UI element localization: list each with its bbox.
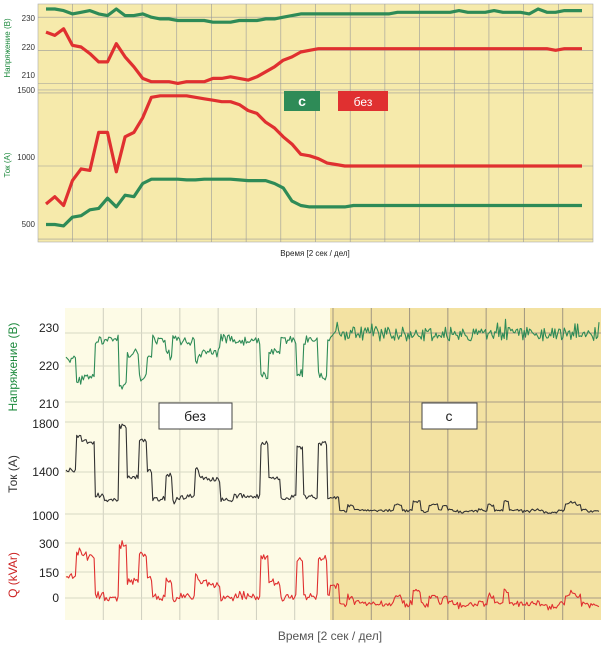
top-ytick-230: 230 xyxy=(22,14,36,23)
bottom-q-ylabel: Q (kVAr) xyxy=(6,552,20,598)
region-label-box-bez xyxy=(158,402,233,430)
top-grid xyxy=(38,4,593,242)
region-label-box-s xyxy=(421,402,478,430)
bottom-panel-right xyxy=(330,308,601,620)
top-series-voltage-s xyxy=(46,7,582,24)
bottom-ytick-220: 220 xyxy=(39,359,59,373)
top-ytick-1500: 1500 xyxy=(17,86,35,95)
bottom-ytick-300: 300 xyxy=(39,537,59,551)
top-ytick-210: 210 xyxy=(22,71,36,80)
bottom-panel-left xyxy=(65,308,330,620)
bottom-current-ylabel: Ток (А) xyxy=(6,455,20,493)
region-label-s: с xyxy=(446,408,453,424)
bottom-voltage-ylabel: Напряжение (В) xyxy=(6,323,20,412)
bottom-xlabel: Время [2 сек / дел] xyxy=(278,629,382,643)
legend-swatch-bez xyxy=(338,91,388,111)
bottom-ytick-150: 150 xyxy=(39,566,59,580)
top-voltage-ylabel: Напряжение (В) xyxy=(3,18,12,78)
top-ytick-1000: 1000 xyxy=(17,153,35,162)
bottom-series-voltage xyxy=(65,318,600,390)
bottom-grid xyxy=(65,308,601,620)
bottom-ytick-1000: 1000 xyxy=(32,509,59,523)
top-series-current-s xyxy=(46,177,582,228)
bottom-series-q xyxy=(65,540,600,611)
legend-swatch-s xyxy=(284,91,320,111)
bottom-ytick-210: 210 xyxy=(39,397,59,411)
top-series-group xyxy=(44,7,582,228)
bottom-ytick-230: 230 xyxy=(39,321,59,335)
legend-label-bez: без xyxy=(354,95,373,109)
bottom-series-current xyxy=(65,423,600,514)
top-xlabel: Время [2 сек / дел] xyxy=(280,249,350,258)
bottom-chart: 230 220 210 1800 1400 1000 300 150 0 Нап… xyxy=(6,308,601,643)
bottom-ytick-1400: 1400 xyxy=(32,465,59,479)
top-series-current-bez xyxy=(44,94,582,208)
top-series-voltage-bez xyxy=(45,27,582,86)
top-ytick-220: 220 xyxy=(22,43,36,52)
bottom-ytick-1800: 1800 xyxy=(32,417,59,431)
bottom-ytick-0: 0 xyxy=(52,591,59,605)
legend-label-s: с xyxy=(298,93,306,109)
top-ytick-500: 500 xyxy=(22,220,36,229)
region-label-bez: без xyxy=(184,408,206,424)
top-current-ylabel: Ток (А) xyxy=(3,152,12,177)
bottom-series-group xyxy=(65,318,600,611)
top-chart: 230 220 210 1500 1000 500 Напряжение (В)… xyxy=(3,3,594,258)
